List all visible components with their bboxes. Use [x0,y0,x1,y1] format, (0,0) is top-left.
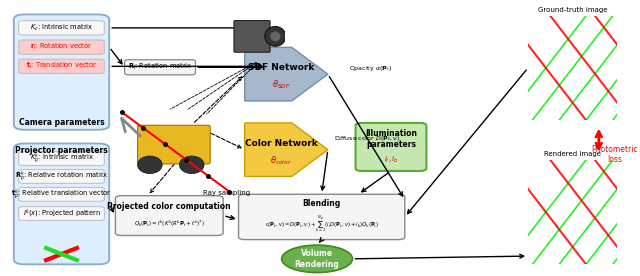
FancyBboxPatch shape [14,144,109,264]
Text: $K_p^k$: Intrinsic matrix: $K_p^k$: Intrinsic matrix [29,151,93,166]
Text: $Q_k(\mathbf{P}_t)=I^k(K^k(R^k\mathbf{P}_t+t^k)^T)$: $Q_k(\mathbf{P}_t)=I^k(K^k(R^k\mathbf{P}… [134,219,205,229]
FancyBboxPatch shape [115,196,223,235]
Text: SDF Network: SDF Network [248,63,314,72]
FancyBboxPatch shape [356,123,426,171]
Text: Illumination
parameters: Illumination parameters [365,129,417,149]
Text: $\theta_{color}$: $\theta_{color}$ [270,154,292,167]
Ellipse shape [282,245,353,273]
FancyBboxPatch shape [19,207,104,220]
FancyBboxPatch shape [19,152,104,165]
FancyBboxPatch shape [19,40,104,54]
Text: Color Network: Color Network [245,139,317,148]
FancyBboxPatch shape [19,59,104,73]
Text: $\mathbf{t}_p^k$: Relative translation vector: $\mathbf{t}_p^k$: Relative translation v… [11,187,112,201]
FancyBboxPatch shape [239,194,405,240]
FancyBboxPatch shape [125,60,195,75]
Text: Blending: Blending [303,199,341,208]
Text: $\mathbf{r}_i$: Rotation vector: $\mathbf{r}_i$: Rotation vector [30,42,93,52]
Polygon shape [244,47,328,101]
Text: Ray sampling: Ray sampling [203,190,250,196]
Polygon shape [244,123,328,176]
Text: $i_r,i_b$: $i_r,i_b$ [384,155,398,166]
FancyBboxPatch shape [14,14,109,130]
Text: Opacity $\alpha(\mathbf{P}_t)$: Opacity $\alpha(\mathbf{P}_t)$ [349,64,392,73]
FancyBboxPatch shape [19,187,104,201]
Text: Projected color computation: Projected color computation [108,202,231,211]
Text: $\mathbf{R}_i$: Rotation matrix: $\mathbf{R}_i$: Rotation matrix [128,62,192,72]
Text: $I^k(x)$: Projected pattern: $I^k(x)$: Projected pattern [22,207,100,220]
Text: $K_c$: Intrinsic matrix: $K_c$: Intrinsic matrix [30,23,93,33]
FancyBboxPatch shape [19,169,104,183]
Text: Volume
Rendering: Volume Rendering [294,249,339,269]
Text: $\theta_{SDF}$: $\theta_{SDF}$ [272,79,291,91]
Text: Photometric
loss: Photometric loss [591,145,637,164]
Text: Projector parameters: Projector parameters [15,146,108,155]
Text: Camera parameters: Camera parameters [19,118,104,128]
Text: Diffuse color $D(\mathbf{P}_t, v)$: Diffuse color $D(\mathbf{P}_t, v)$ [334,134,400,143]
FancyBboxPatch shape [19,21,104,35]
Text: $c(\mathbf{P}_t,v)=D(\mathbf{P}_t,v)+\sum_{k=1}^{N_p}(i_rD(\mathbf{P}_t,v)+i_b)Q: $c(\mathbf{P}_t,v)=D(\mathbf{P}_t,v)+\su… [264,215,379,235]
Text: $\mathbf{R}_p^k$: Relative rotation matrix: $\mathbf{R}_p^k$: Relative rotation matr… [15,169,108,184]
Text: $\mathbf{t}_i$: Translation vector: $\mathbf{t}_i$: Translation vector [26,61,97,71]
